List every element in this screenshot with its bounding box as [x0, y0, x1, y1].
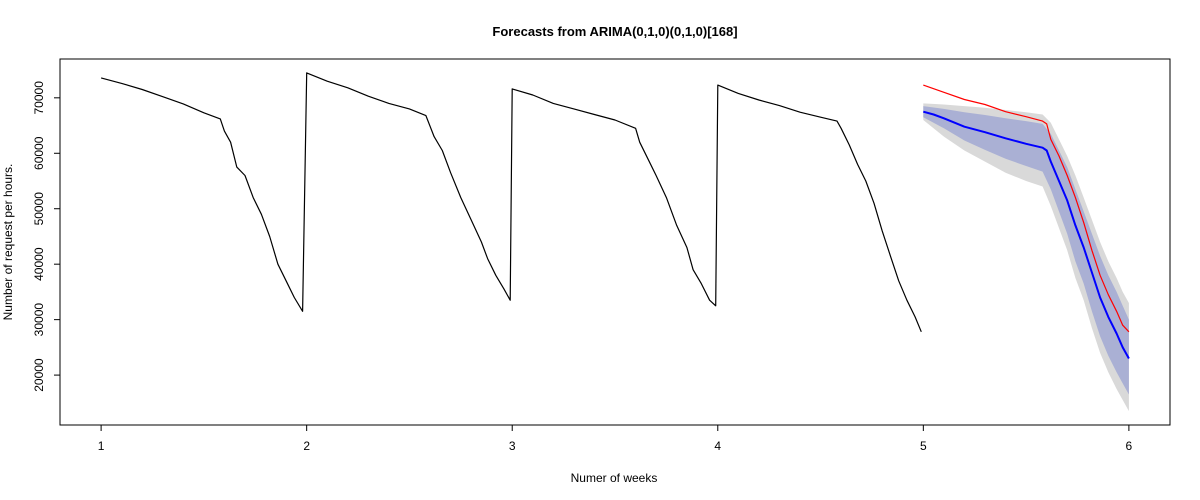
y-tick-label: 60000: [32, 136, 46, 170]
forecast-series-line: [923, 110, 1130, 359]
x-tick-label: 1: [98, 439, 105, 453]
observed-series-line: [100, 72, 922, 333]
y-tick-label: 30000: [32, 303, 46, 337]
x-tick-label: 3: [509, 439, 516, 453]
x-axis: 1 2 3 4 5 6: [98, 424, 1133, 453]
y-tick-label: 40000: [32, 247, 46, 281]
x-tick-label: 4: [714, 439, 721, 453]
y-axis: 20000 30000 40000 50000 60000 70000: [32, 81, 61, 392]
x-axis-label: Numer of weeks: [571, 471, 658, 485]
y-axis-label: Number of request per hours.: [1, 164, 15, 321]
x-tick-label: 5: [920, 439, 927, 453]
prediction-band-80: [923, 106, 1129, 395]
y-tick-label: 50000: [32, 192, 46, 226]
y-tick-label: 70000: [32, 81, 46, 115]
series-layer: [100, 72, 1130, 359]
prediction-band-80-layer: [923, 106, 1129, 395]
y-tick-label: 20000: [32, 358, 46, 392]
actual-series-line: [923, 84, 1130, 333]
chart-title: Forecasts from ARIMA(0,1,0)(0,1,0)[168]: [492, 24, 737, 39]
x-tick-label: 2: [303, 439, 310, 453]
x-tick-label: 6: [1126, 439, 1133, 453]
